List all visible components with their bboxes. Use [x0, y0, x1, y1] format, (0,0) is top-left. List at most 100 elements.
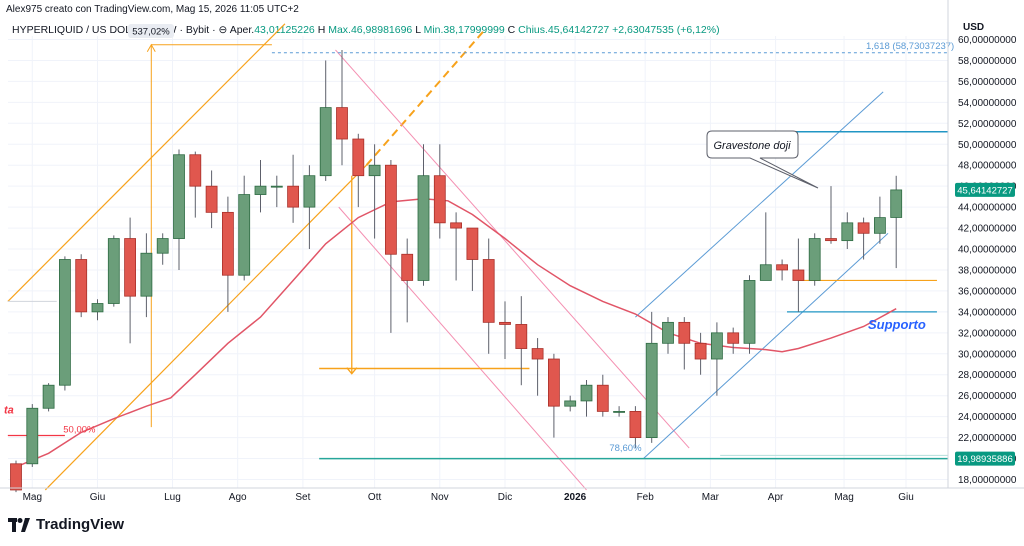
price-axis-label-text: 45,64142727	[957, 185, 1012, 196]
candle-body[interactable]	[645, 342, 658, 438]
candle-body[interactable]	[156, 238, 169, 254]
x-tick-label: Set	[295, 492, 310, 503]
x-tick-label: Ago	[229, 492, 247, 503]
supporto-label: Supporto	[868, 317, 926, 332]
x-tick-label: Giu	[898, 492, 914, 503]
tradingview-logo-icon	[8, 517, 30, 532]
candle-body[interactable]	[808, 238, 821, 281]
candle-body[interactable]	[401, 253, 414, 281]
y-tick-label: 44,00000000	[958, 203, 1017, 214]
y-tick-label: 24,00000000	[958, 412, 1017, 423]
orange-channel-lower	[44, 164, 367, 491]
candle-body[interactable]	[368, 164, 381, 177]
y-tick-label: 22,00000000	[958, 433, 1017, 444]
y-tick-label: 48,00000000	[958, 161, 1017, 172]
price-axis-label	[955, 182, 1015, 197]
open-value: 43,01125226	[254, 24, 315, 36]
candle-body[interactable]	[173, 154, 185, 239]
candle-body[interactable]	[825, 238, 837, 242]
tradingview-logo: TradingView	[8, 516, 124, 533]
candle-body[interactable]	[564, 400, 577, 407]
candle-body[interactable]	[75, 259, 88, 313]
candle-body[interactable]	[662, 321, 674, 344]
candles[interactable]	[10, 49, 903, 493]
candle-body[interactable]	[711, 332, 723, 360]
x-tick-label: Giu	[90, 492, 106, 503]
candle-body[interactable]	[254, 185, 267, 195]
candle-body[interactable]	[107, 238, 120, 304]
candle-body[interactable]	[531, 348, 544, 360]
high-value: Max.46,98981696	[328, 24, 413, 36]
x-tick-label: Mag	[23, 492, 42, 503]
gravestone-callout-text: Gravestone doji	[713, 140, 791, 152]
candle-body[interactable]	[548, 358, 560, 407]
ma-line	[15, 197, 897, 468]
pink-channel-upper	[335, 49, 690, 449]
candle-body[interactable]	[613, 411, 625, 413]
y-tick-label: 54,00000000	[958, 98, 1017, 109]
cut-label: ta	[4, 405, 14, 417]
y-tick-label: 50,00000000	[958, 140, 1017, 151]
candle-body[interactable]	[91, 303, 104, 313]
candle-body[interactable]	[417, 175, 430, 281]
candle-body[interactable]	[841, 222, 854, 242]
x-tick-label: Nov	[431, 492, 449, 503]
tradingview-logo-text: TradingView	[36, 516, 125, 533]
price-axis-label-text: 19,98935886	[957, 454, 1012, 465]
candle-body[interactable]	[221, 211, 234, 276]
candle-body[interactable]	[384, 164, 397, 255]
candle-body[interactable]	[352, 138, 365, 177]
candle-body[interactable]	[678, 321, 691, 344]
x-tick-label: 2026	[564, 492, 587, 503]
time-axis[interactable]: Mag Giu Lug Ago Set Ott Nov Dic 2026 Feb Mar Apr Mag…	[0, 487, 1024, 503]
high-label: H	[317, 24, 326, 36]
x-tick-label: Lug	[164, 492, 181, 503]
candle-body[interactable]	[303, 175, 316, 208]
candle-body[interactable]	[482, 259, 495, 323]
candle-body[interactable]	[499, 321, 511, 325]
candle-body[interactable]	[515, 324, 528, 349]
candle-body[interactable]	[287, 185, 300, 208]
candle-body[interactable]	[874, 217, 886, 234]
x-tick-label: Feb	[637, 492, 655, 503]
fib-1618-label: 1,618 (58,73037237)	[866, 41, 954, 52]
candle-body[interactable]	[727, 332, 740, 344]
candle-body[interactable]	[857, 222, 870, 234]
y-tick-label: 28,00000000	[958, 370, 1017, 381]
candle-body[interactable]	[890, 189, 903, 218]
candle-body[interactable]	[694, 342, 707, 360]
candle-body[interactable]	[26, 407, 39, 465]
candle-body[interactable]	[743, 280, 756, 344]
candle-body[interactable]	[189, 154, 202, 187]
candle-body[interactable]	[759, 264, 772, 281]
candle-body[interactable]	[270, 185, 283, 188]
candle-body[interactable]	[140, 252, 153, 297]
candle-body[interactable]	[10, 463, 22, 491]
candle-body[interactable]	[629, 411, 642, 438]
candle-body[interactable]	[580, 384, 593, 402]
candle-body[interactable]	[433, 175, 446, 224]
candle-body[interactable]	[336, 107, 348, 140]
candle-body[interactable]	[238, 194, 251, 276]
y-tick-label: 60,00000000	[958, 35, 1017, 46]
candle-body[interactable]	[319, 107, 332, 177]
candle-body[interactable]	[450, 222, 463, 229]
candle-body[interactable]	[124, 238, 136, 297]
fib-50-label: 50,00%	[63, 424, 96, 435]
candle-body[interactable]	[205, 185, 218, 213]
open-label: Aper.	[229, 24, 255, 36]
chart-credit: Alex975 creato con TradingView.com, Mag …	[6, 4, 299, 15]
candle-body[interactable]	[596, 384, 609, 412]
candle-body[interactable]	[776, 264, 788, 271]
candle-body[interactable]	[59, 259, 71, 386]
close-value: Chius.45,64142727	[518, 24, 610, 36]
candle-body[interactable]	[42, 384, 55, 409]
y-tick-label: 58,00000000	[958, 56, 1017, 67]
candle-body[interactable]	[792, 269, 805, 281]
price-axis[interactable]: 18,0000000020,0000000022,0000000024,0000…	[947, 0, 1017, 488]
blue-channel-upper	[635, 91, 884, 318]
candle-body[interactable]	[466, 227, 479, 260]
close-label: C	[507, 24, 516, 36]
orange-channel-upper	[7, 23, 286, 302]
